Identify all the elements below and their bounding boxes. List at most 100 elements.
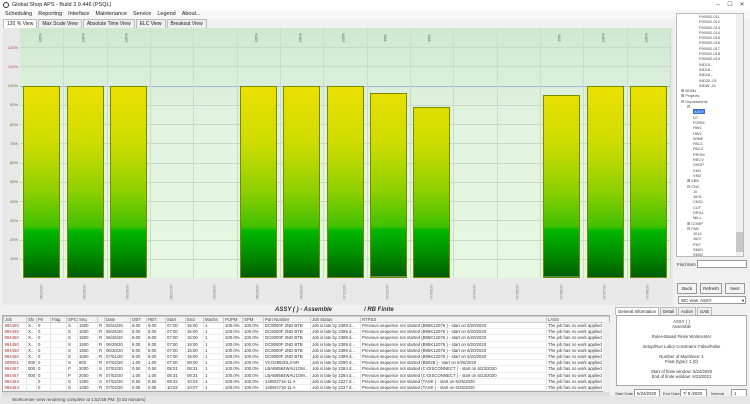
table-row[interactable]: 994450 X.. 0 S 1500 R 06/24/20 8.00 8.00 07:00 15:…: [3, 322, 609, 330]
tree-node[interactable]: ⊟ FAB: [677, 226, 743, 231]
table-row[interactable]: 994454 0 S 1400 R 07/02/20 0.08 0.08 10:02 10:07 1…: [3, 384, 609, 391]
tree-node[interactable]: 1001: [677, 194, 743, 199]
next-button[interactable]: Next: [725, 283, 745, 294]
tree-node[interactable]: INDW -01: [677, 83, 743, 88]
menu-reporting[interactable]: Reporting: [38, 11, 63, 17]
tree-node[interactable]: HW2: [677, 131, 743, 136]
bar[interactable]: [413, 106, 451, 278]
info-tab[interactable]: Detail: [659, 307, 677, 315]
view-tab[interactable]: 120 % View: [3, 19, 38, 28]
table-row[interactable]: 994467 000 0 P 2000 S 07/02/20 0.50 0.50 08:01 08:…: [3, 365, 609, 373]
tree-node[interactable]: F99002-015: [677, 35, 743, 40]
tree-node[interactable]: F99002-011: [677, 14, 743, 19]
gridline-x: [540, 28, 541, 278]
bar[interactable]: [543, 95, 581, 278]
bar[interactable]: [239, 85, 277, 278]
wc-view-select[interactable]: WC view: ASSY ▾: [678, 296, 746, 304]
tree-node[interactable]: FORM: [677, 120, 743, 125]
table-row[interactable]: 2891510020C300R07/02/200.100.1010:0810:1…: [3, 390, 609, 391]
tree-node[interactable]: ⊟: [677, 104, 743, 109]
close-button[interactable]: ✕: [739, 2, 745, 8]
view-tab[interactable]: Max Scale View: [38, 19, 82, 28]
tree-node[interactable]: F99002-016: [677, 40, 743, 45]
grid-horizontal-scrollbar[interactable]: [2, 392, 610, 396]
info-tab[interactable]: General Information: [615, 307, 659, 315]
tree-node[interactable]: F99002-017: [677, 46, 743, 51]
bar[interactable]: [23, 85, 61, 278]
tree-node[interactable]: VM2: [677, 173, 743, 178]
view-tab[interactable]: ELC View: [135, 19, 166, 28]
menu-maintenance[interactable]: Maintenance: [95, 11, 127, 17]
info-tab[interactable]: Action: [677, 307, 696, 315]
column-header[interactable]: LASS: [546, 316, 609, 323]
tree-node[interactable]: ASSY: [677, 109, 743, 115]
table-row[interactable]: 994450 X.. 0 S 1500 R 06/29/20 8.00 8.00 07:00 15:…: [3, 341, 609, 348]
menu-service[interactable]: Service: [132, 11, 152, 17]
tree-node[interactable]: VM1: [677, 168, 743, 173]
tree-node[interactable]: F99002-013: [677, 25, 743, 30]
menu-legend[interactable]: Legend: [157, 11, 176, 17]
tree-node[interactable]: PNT: [677, 242, 743, 247]
tree-node[interactable]: MILL: [677, 215, 743, 220]
menu-about[interactable]: About...: [181, 11, 201, 17]
grid-vertical-scrollbar[interactable]: [603, 322, 610, 392]
bar[interactable]: [369, 93, 407, 278]
tree-scrollbar[interactable]: [736, 14, 743, 256]
minimize-button[interactable]: –: [716, 2, 720, 8]
maximize-button[interactable]: ☐: [727, 2, 733, 8]
column-header[interactable]: SPC: [66, 316, 78, 323]
tree-node[interactable]: 1507: [677, 236, 743, 241]
tree-node[interactable]: CUT: [677, 205, 743, 210]
tree-node[interactable]: ⊟ CNC: [677, 184, 743, 189]
table-row[interactable]: 994450 X.. 0 S 1500 R 07/01/20 8.00 8.00 07:00 15:…: [3, 353, 609, 361]
tree-node[interactable]: HW1: [677, 125, 743, 130]
bar[interactable]: [326, 85, 364, 278]
tree-node[interactable]: SHOP: [677, 162, 743, 167]
refresh-button[interactable]: Refresh: [700, 283, 722, 294]
tree-node[interactable]: RECV: [677, 157, 743, 162]
table-row[interactable]: 994467 000 0 P 2000 R 07/02/20 1.00 1.00 08:31 09:…: [3, 372, 609, 379]
table-row[interactable]: 994450 X.. 0 S 1500 R 06/26/20 8.00 8.00 07:00 15:…: [3, 334, 609, 342]
tree-node[interactable]: PAC2: [677, 146, 743, 151]
tree-node[interactable]: F99002-014: [677, 30, 743, 35]
tree-node[interactable]: WINE: [677, 136, 743, 141]
table-row[interactable]: 289001 000 0 S 800 R 07/02/20 1.00 1.00 07:00 08:0…: [3, 359, 609, 367]
tree-node[interactable]: F99002-019: [677, 56, 743, 61]
bar[interactable]: [629, 85, 667, 278]
table-row[interactable]: 994450 X.. 0 S 1500 R 06/30/20 8.00 8.00 07:00 15:…: [3, 347, 609, 354]
tree-node[interactable]: ⊟ Departments: [677, 99, 743, 104]
tree-node[interactable]: DT: [677, 115, 743, 120]
back-button[interactable]: Back: [677, 283, 697, 294]
tree-node[interactable]: ⊞ BOMs: [677, 88, 743, 93]
info-tab[interactable]: GAB: [696, 307, 713, 315]
view-tab[interactable]: Absolute Time View: [82, 19, 135, 28]
find-item-input[interactable]: [697, 260, 747, 268]
menu-scheduling[interactable]: Scheduling: [5, 11, 33, 17]
tree-node[interactable]: IND20 -01: [677, 78, 743, 83]
view-tab[interactable]: Breakout View: [166, 19, 207, 28]
tree-node[interactable]: DRILL: [677, 210, 743, 215]
tree-node[interactable]: IND18 -: [677, 72, 743, 77]
tree-node[interactable]: IND15 -: [677, 62, 743, 67]
tree-node[interactable]: ⊞ Projects: [677, 93, 743, 98]
tree-node[interactable]: 1014: [677, 231, 743, 236]
tree-scrollbar-thumb[interactable]: [736, 232, 743, 252]
bar[interactable]: [586, 85, 624, 278]
table-row[interactable]: 994450 X.. 0 S 1500 R 06/25/20 8.00 8.00 07:00 15:…: [3, 328, 609, 336]
tree-node[interactable]: ⊞ KBK: [677, 178, 743, 183]
tree-node[interactable]: IND16 -: [677, 67, 743, 72]
tree-node[interactable]: PAC1: [677, 141, 743, 146]
tree-node[interactable]: PROM: [677, 152, 743, 157]
tree-node[interactable]: 10: [677, 189, 743, 194]
tree-node[interactable]: F99002-012: [677, 19, 743, 24]
menu-interface[interactable]: Interface: [68, 11, 90, 17]
tree-node[interactable]: CNCL: [677, 199, 743, 204]
bar[interactable]: [109, 85, 147, 278]
table-row[interactable]: 994454 0 S 1400 S 07/02/20 0.50 0.50 09:32 10:02 1…: [3, 378, 609, 385]
tree-node[interactable]: SM02: [677, 252, 743, 256]
tree-node[interactable]: SM01: [677, 247, 743, 252]
bar[interactable]: [283, 85, 321, 278]
tree-node[interactable]: ⊞ COMP: [677, 221, 743, 226]
bar[interactable]: [66, 85, 104, 278]
tree-node[interactable]: F99002-018: [677, 51, 743, 56]
